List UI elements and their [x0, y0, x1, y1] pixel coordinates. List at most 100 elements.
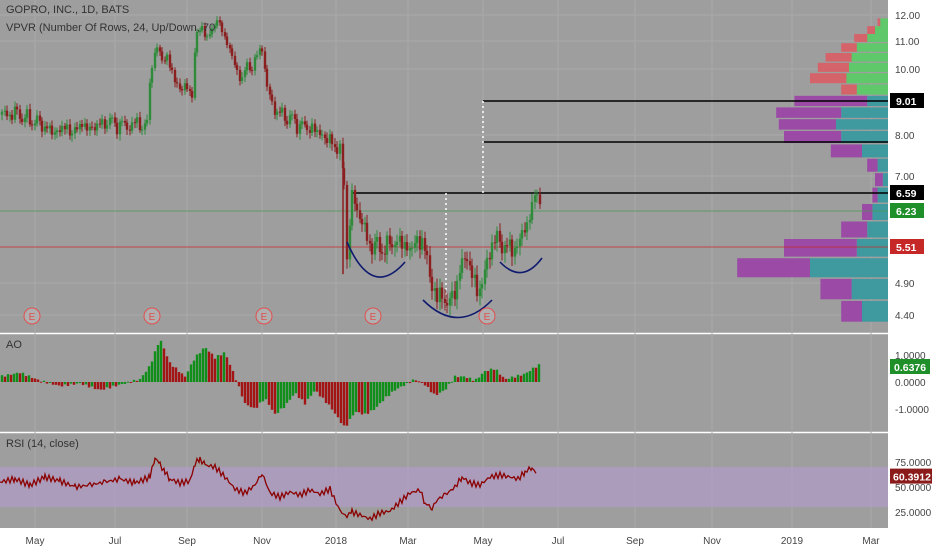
candle-body: [515, 246, 519, 249]
candle-body: [403, 242, 407, 249]
ao-bar: [216, 355, 220, 382]
ao-bar: [279, 382, 283, 409]
y-tick-label: 7.00: [895, 172, 915, 183]
candle-body: [415, 236, 419, 244]
vp-up-bar: [856, 43, 888, 52]
ao-bar: [429, 382, 433, 393]
vp-down-bar: [784, 239, 857, 257]
candle-body: [200, 25, 204, 31]
vp-up-bar: [862, 144, 888, 158]
symbol-title: GOPRO, INC., 1D, BATS: [6, 4, 130, 16]
candle-body: [160, 51, 164, 61]
ao-bar: [240, 382, 244, 397]
x-tick-label: 2019: [781, 536, 804, 547]
x-tick-label: Nov: [253, 536, 271, 547]
vp-up-bar: [851, 278, 888, 300]
rsi-title[interactable]: RSI (14, close): [6, 438, 79, 450]
candle-body: [123, 120, 127, 123]
ao-bar: [366, 382, 370, 414]
ao-bar: [519, 375, 523, 382]
ao-bar: [504, 378, 508, 382]
candle-body: [495, 230, 499, 243]
candle-body: [163, 60, 167, 62]
rsi-tick-label: 50.0000: [895, 483, 932, 494]
rsi-tick-label: 25.0000: [895, 508, 932, 519]
y-tick-label: 10.00: [895, 65, 920, 76]
candle-body: [440, 287, 444, 299]
vp-down-bar: [867, 26, 875, 35]
ao-bar: [225, 357, 229, 382]
candle-body: [185, 83, 189, 90]
candle-body: [370, 243, 374, 255]
ao-bar: [531, 367, 535, 382]
ao-bar: [0, 375, 4, 382]
vp-up-bar: [841, 107, 888, 118]
ao-bar: [297, 382, 301, 399]
ao-bar: [417, 381, 421, 383]
ao-bar: [264, 382, 268, 400]
ao-bar: [249, 382, 253, 408]
ao-bar: [339, 382, 343, 424]
candle-body: [480, 284, 484, 289]
candle-body: [473, 274, 477, 279]
candle-body: [88, 126, 92, 131]
ao-bar: [24, 376, 28, 382]
candle-body: [380, 251, 384, 254]
candle-body: [38, 115, 42, 121]
candle-body: [208, 34, 212, 37]
ao-bar: [384, 382, 388, 397]
ao-bar: [54, 382, 58, 385]
ao-bar: [342, 382, 346, 426]
candle-body: [398, 235, 402, 242]
ao-bar: [480, 373, 484, 382]
candle-body: [445, 302, 449, 306]
ao-bar: [15, 372, 19, 382]
candle-body: [240, 77, 244, 81]
candle-body: [13, 106, 17, 120]
vp-down-bar: [867, 158, 878, 172]
candle-body: [223, 32, 227, 37]
x-tick-label: Nov: [703, 536, 721, 547]
candle-series: [0, 16, 542, 316]
ao-bar: [438, 382, 442, 393]
ao-bar: [507, 378, 511, 382]
ao-bar: [327, 382, 331, 405]
ao-bar: [393, 382, 397, 391]
candle-body: [400, 235, 404, 249]
vp-down-bar: [820, 278, 852, 300]
ao-bar: [81, 382, 85, 386]
ao-bar: [294, 382, 298, 394]
candle-body: [418, 236, 422, 250]
candle-body: [85, 123, 89, 131]
vpvr-label[interactable]: VPVR (Number Of Rows, 24, Up/Down, 70: [6, 22, 216, 34]
ao-bar: [84, 382, 88, 385]
ao-bar: [132, 379, 136, 382]
ao-bar: [411, 379, 415, 382]
ao-bar: [285, 382, 289, 403]
ao-bar: [483, 371, 487, 382]
ao-title[interactable]: AO: [6, 339, 22, 351]
candle-body: [523, 230, 527, 233]
earnings-marker: [364, 307, 382, 325]
ao-bar: [375, 382, 379, 407]
candle-body: [10, 114, 14, 120]
candle-body: [75, 127, 79, 130]
candle-body: [338, 143, 342, 154]
candle-body: [470, 265, 474, 279]
rsi-tick-label: 75.0000: [895, 458, 932, 469]
ao-bar: [303, 382, 307, 405]
ao-bar: [534, 367, 538, 382]
candle-body: [78, 124, 82, 130]
vp-down-bar: [810, 73, 847, 84]
candle-body: [330, 134, 334, 145]
vp-up-bar: [836, 119, 888, 130]
candle-body: [283, 107, 287, 121]
ao-bar: [174, 367, 178, 382]
ao-bar: [243, 382, 247, 404]
ao-bar: [204, 348, 208, 382]
candle-body: [260, 48, 264, 52]
ao-bar: [324, 382, 328, 403]
candle-body: [68, 124, 72, 136]
